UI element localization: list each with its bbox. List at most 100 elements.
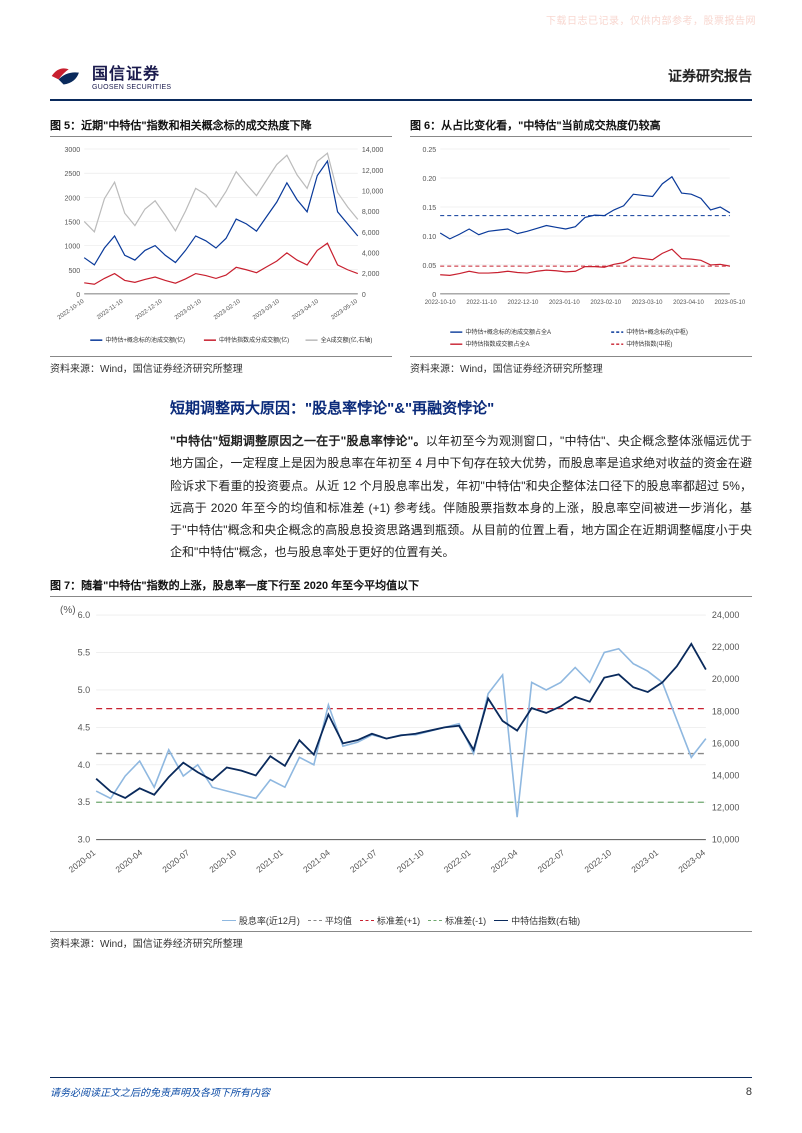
svg-text:3.5: 3.5 bbox=[78, 798, 91, 808]
svg-text:2023-01: 2023-01 bbox=[629, 848, 660, 875]
svg-text:2021-10: 2021-10 bbox=[395, 848, 426, 875]
footer-disclaimer: 请务必阅读正文之后的免责声明及各项下所有内容 bbox=[50, 1084, 270, 1099]
svg-text:2023-02-10: 2023-02-10 bbox=[590, 300, 621, 306]
company-logo bbox=[50, 64, 84, 88]
paragraph-rest: 以年初至今为观测窗口，"中特估"、央企概念整体涨幅远优于地方国企，一定程度上是因… bbox=[170, 434, 752, 559]
svg-text:2022-11-10: 2022-11-10 bbox=[96, 298, 125, 321]
svg-text:2021-07: 2021-07 bbox=[348, 848, 379, 875]
svg-text:6.0: 6.0 bbox=[78, 610, 91, 620]
svg-text:2022-04: 2022-04 bbox=[489, 848, 520, 875]
svg-text:2022-10: 2022-10 bbox=[582, 848, 613, 875]
svg-text:0.15: 0.15 bbox=[422, 205, 436, 212]
svg-text:1500: 1500 bbox=[65, 219, 81, 226]
legend-item: 标准差(-1) bbox=[428, 914, 486, 927]
svg-text:0.25: 0.25 bbox=[422, 147, 436, 154]
svg-text:10,000: 10,000 bbox=[362, 188, 384, 195]
svg-text:10,000: 10,000 bbox=[712, 835, 740, 845]
svg-text:2022-10-10: 2022-10-10 bbox=[425, 300, 456, 306]
svg-text:1000: 1000 bbox=[65, 244, 81, 251]
svg-text:3000: 3000 bbox=[65, 147, 81, 154]
svg-text:2500: 2500 bbox=[65, 171, 81, 178]
svg-text:4,000: 4,000 bbox=[362, 251, 380, 258]
svg-text:20,000: 20,000 bbox=[712, 675, 740, 685]
svg-text:3.0: 3.0 bbox=[78, 835, 91, 845]
svg-text:2020-01: 2020-01 bbox=[67, 848, 98, 875]
svg-text:2023-05-10: 2023-05-10 bbox=[714, 300, 745, 306]
chart-7-title: 图 7：随着"中特估"指数的上涨，股息率一度下行至 2020 年至今平均值以下 bbox=[50, 577, 752, 597]
svg-text:2023-04-10: 2023-04-10 bbox=[291, 298, 320, 321]
svg-text:22,000: 22,000 bbox=[712, 642, 740, 652]
legend-item: 中特估指数(右轴) bbox=[494, 914, 580, 927]
svg-text:18,000: 18,000 bbox=[712, 707, 740, 717]
company-name-cn: 国信证券 bbox=[92, 60, 171, 84]
svg-text:2022-12-10: 2022-12-10 bbox=[135, 298, 164, 321]
svg-text:6,000: 6,000 bbox=[362, 230, 380, 237]
legend-item: 平均值 bbox=[308, 914, 352, 927]
chart-7-svg: (%)3.03.54.04.55.05.56.010,00012,00014,0… bbox=[50, 601, 752, 912]
svg-text:2023-03-10: 2023-03-10 bbox=[252, 298, 281, 321]
paragraph-bold: "中特估"短期调整原因之一在于"股息率悖论"。 bbox=[170, 434, 426, 448]
svg-text:2020-07: 2020-07 bbox=[160, 848, 191, 875]
svg-text:500: 500 bbox=[68, 268, 80, 275]
svg-text:2023-03-10: 2023-03-10 bbox=[632, 300, 663, 306]
chart-6: 图 6：从占比变化看，"中特估"当前成交热度仍较高 0 0.05 0.10 0.15 0… bbox=[410, 117, 752, 375]
svg-text:中特估指数(中枢): 中特估指数(中枢) bbox=[626, 340, 672, 348]
svg-text:2000: 2000 bbox=[65, 195, 81, 202]
svg-text:16,000: 16,000 bbox=[712, 739, 740, 749]
svg-text:4.0: 4.0 bbox=[78, 760, 91, 770]
logo-block: 国信证券 GUOSEN SECURITIES bbox=[50, 60, 171, 91]
svg-text:2023-04-10: 2023-04-10 bbox=[673, 300, 704, 306]
svg-text:14,000: 14,000 bbox=[362, 147, 384, 154]
svg-text:2023-01-10: 2023-01-10 bbox=[174, 298, 203, 321]
svg-text:2020-04: 2020-04 bbox=[113, 848, 144, 875]
report-type: 证券研究报告 bbox=[668, 66, 752, 86]
svg-text:24,000: 24,000 bbox=[712, 610, 740, 620]
svg-text:2021-01: 2021-01 bbox=[254, 848, 285, 875]
legend-item: 股息率(近12月) bbox=[222, 914, 300, 927]
page-number: 8 bbox=[746, 1086, 752, 1098]
chart-7: 图 7：随着"中特估"指数的上涨，股息率一度下行至 2020 年至今平均值以下 … bbox=[50, 577, 752, 950]
svg-text:0.10: 0.10 bbox=[422, 234, 436, 241]
company-name-en: GUOSEN SECURITIES bbox=[92, 84, 171, 91]
svg-text:12,000: 12,000 bbox=[712, 803, 740, 813]
svg-text:中特估指数成交额占全A: 中特估指数成交额占全A bbox=[465, 340, 529, 348]
svg-text:0: 0 bbox=[362, 292, 366, 299]
svg-text:2021-04: 2021-04 bbox=[301, 848, 332, 875]
chart-5-source: 资料来源：Wind，国信证券经济研究所整理 bbox=[50, 356, 392, 375]
svg-text:2022-12-10: 2022-12-10 bbox=[508, 300, 539, 306]
svg-text:4.5: 4.5 bbox=[78, 723, 91, 733]
svg-text:2023-04: 2023-04 bbox=[676, 848, 707, 875]
chart-5-svg: 05001000150020002500300002,0004,0006,000… bbox=[50, 141, 392, 352]
chart-5-title: 图 5：近期"中特估"指数和相关概念标的成交热度下降 bbox=[50, 117, 392, 137]
page-header: 国信证券 GUOSEN SECURITIES 证券研究报告 bbox=[50, 60, 752, 101]
chart-6-source: 资料来源：Wind，国信证券经济研究所整理 bbox=[410, 356, 752, 375]
svg-text:全A成交额(亿,右轴): 全A成交额(亿,右轴) bbox=[321, 336, 373, 344]
svg-text:中特估指数成分成交额(亿): 中特估指数成分成交额(亿) bbox=[219, 336, 289, 344]
svg-text:2022-10-10: 2022-10-10 bbox=[57, 298, 86, 321]
chart-5: 图 5：近期"中特估"指数和相关概念标的成交热度下降 0 500 1000 1500 2… bbox=[50, 117, 392, 375]
svg-text:中特估+概念标的池成交额(亿): 中特估+概念标的池成交额(亿) bbox=[105, 336, 185, 344]
watermark-text: 下载日志已记录，仅供内部参考，股票报告网 bbox=[546, 12, 756, 27]
body-paragraph: "中特估"短期调整原因之一在于"股息率悖论"。以年初至今为观测窗口，"中特估"、… bbox=[170, 430, 752, 563]
svg-text:2022-07: 2022-07 bbox=[536, 848, 567, 875]
svg-text:2023-02-10: 2023-02-10 bbox=[213, 298, 242, 321]
legend-item: 标准差(+1) bbox=[360, 914, 420, 927]
svg-text:0.20: 0.20 bbox=[422, 176, 436, 183]
page-footer: 请务必阅读正文之后的免责声明及各项下所有内容 8 bbox=[50, 1077, 752, 1099]
chart-7-source: 资料来源：Wind，国信证券经济研究所整理 bbox=[50, 931, 752, 950]
svg-text:中特估+概念标的池成交额占全A: 中特估+概念标的池成交额占全A bbox=[465, 328, 551, 336]
svg-text:中特估+概念标的(中枢): 中特估+概念标的(中枢) bbox=[626, 328, 688, 336]
svg-text:2022-11-10: 2022-11-10 bbox=[466, 300, 497, 306]
svg-text:12,000: 12,000 bbox=[362, 168, 384, 175]
section-heading: 短期调整两大原因："股息率悖论"&"再融资悖论" bbox=[170, 397, 752, 418]
svg-text:14,000: 14,000 bbox=[712, 771, 740, 781]
chart-6-title: 图 6：从占比变化看，"中特估"当前成交热度仍较高 bbox=[410, 117, 752, 137]
svg-text:0.05: 0.05 bbox=[422, 263, 436, 270]
svg-text:2023-01-10: 2023-01-10 bbox=[549, 300, 580, 306]
svg-text:2022-01: 2022-01 bbox=[442, 848, 473, 875]
chart-7-legend: 股息率(近12月) 平均值标准差(+1) 标准差(-1) 中特估指数(右轴) bbox=[50, 914, 752, 927]
svg-text:(%): (%) bbox=[60, 605, 76, 616]
svg-text:2020-10: 2020-10 bbox=[207, 848, 238, 875]
svg-text:0: 0 bbox=[432, 292, 436, 299]
svg-text:8,000: 8,000 bbox=[362, 209, 380, 216]
